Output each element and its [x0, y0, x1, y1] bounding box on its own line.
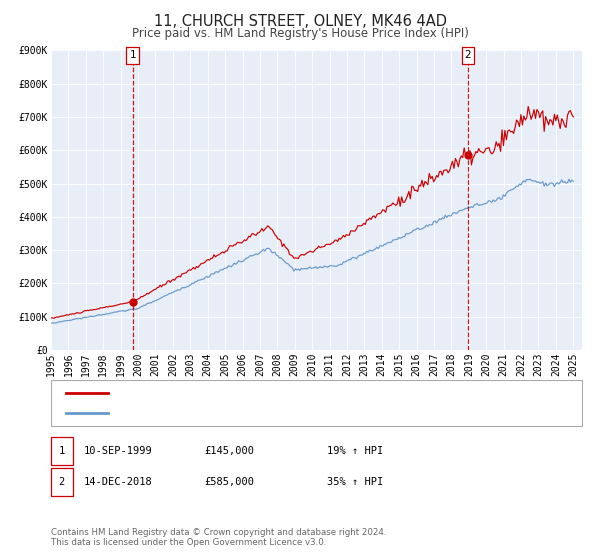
Text: 14-DEC-2018: 14-DEC-2018 [84, 477, 153, 487]
Text: £145,000: £145,000 [204, 446, 254, 456]
Text: 11, CHURCH STREET, OLNEY, MK46 4AD (detached house): 11, CHURCH STREET, OLNEY, MK46 4AD (deta… [119, 388, 437, 398]
Text: 2: 2 [59, 477, 65, 487]
Text: 10-SEP-1999: 10-SEP-1999 [84, 446, 153, 456]
Text: 19% ↑ HPI: 19% ↑ HPI [327, 446, 383, 456]
Text: 11, CHURCH STREET, OLNEY, MK46 4AD: 11, CHURCH STREET, OLNEY, MK46 4AD [154, 14, 446, 29]
Text: 35% ↑ HPI: 35% ↑ HPI [327, 477, 383, 487]
Text: £585,000: £585,000 [204, 477, 254, 487]
Text: Price paid vs. HM Land Registry's House Price Index (HPI): Price paid vs. HM Land Registry's House … [131, 27, 469, 40]
Text: 2: 2 [464, 50, 471, 60]
Text: 1: 1 [59, 446, 65, 456]
Text: 1: 1 [130, 50, 136, 60]
Text: Contains HM Land Registry data © Crown copyright and database right 2024.
This d: Contains HM Land Registry data © Crown c… [51, 528, 386, 547]
Text: HPI: Average price, detached house, Milton Keynes: HPI: Average price, detached house, Milt… [119, 408, 425, 418]
